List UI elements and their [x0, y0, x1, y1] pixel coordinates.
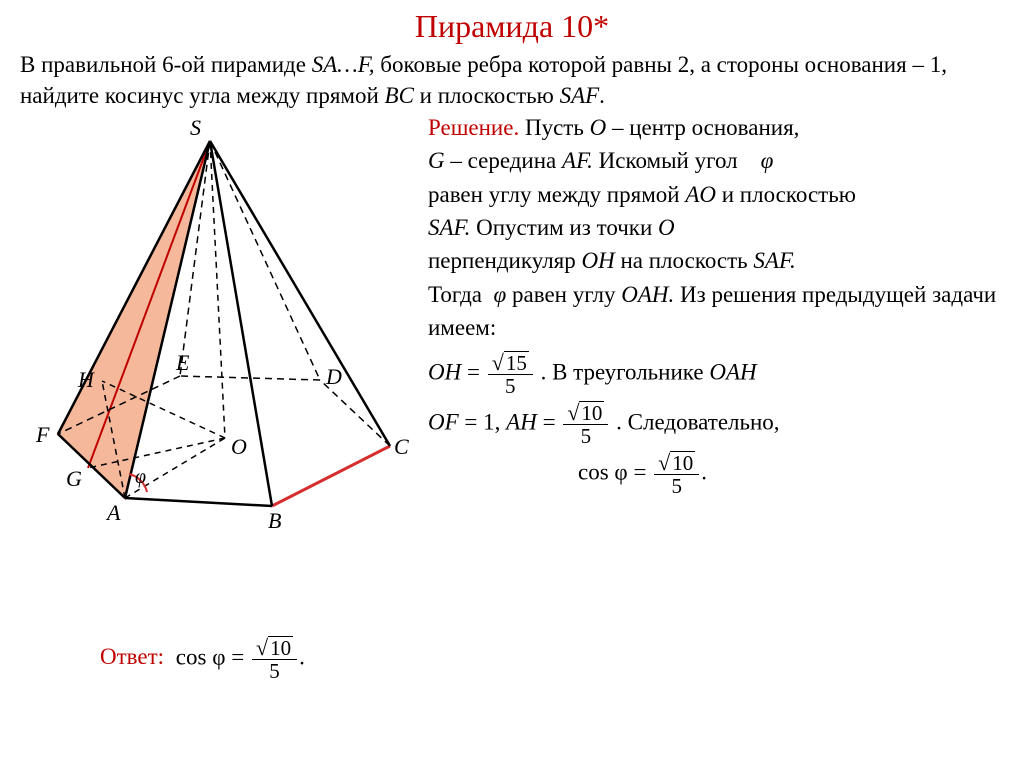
- sol-t5: – середина: [445, 148, 562, 173]
- sqrt10-rad-b: 10: [670, 451, 695, 474]
- den5-2: 5: [563, 425, 608, 447]
- sol-oah2: OAH: [709, 359, 756, 384]
- answer-label: Ответ:: [100, 644, 164, 669]
- label-a: A: [107, 500, 120, 526]
- problem-statement: В правильной 6-ой пирамиде SA…F, боковые…: [0, 45, 1024, 111]
- sol-o2: O: [658, 215, 675, 240]
- problem-var-bc: BC: [385, 83, 414, 108]
- problem-var-saf: SA…F,: [312, 52, 375, 77]
- solution-block: Решение. Пусть O – центр основания, G – …: [428, 111, 1008, 497]
- sol-af: AF.: [562, 148, 593, 173]
- label-s: S: [190, 115, 201, 141]
- sol-t7: Искомый угол: [593, 148, 744, 173]
- sol-period: .: [701, 459, 707, 484]
- eq-cos: cos φ: [578, 459, 628, 484]
- eq-of: OF: [428, 409, 459, 434]
- frac-sqrt10-5-a: 10 5: [563, 401, 608, 447]
- sol-oh: OH: [582, 248, 615, 273]
- answer-cos: cos φ =: [176, 644, 250, 669]
- label-g: G: [66, 466, 82, 492]
- den5-1: 5: [488, 375, 533, 397]
- label-b: B: [268, 508, 281, 534]
- problem-var-saf2: SAF: [560, 83, 600, 108]
- sol-ao: AO: [685, 182, 716, 207]
- label-phi: φ: [135, 466, 146, 489]
- sol-saf1: SAF.: [428, 215, 470, 240]
- sol-saf2: SAF.: [753, 248, 795, 273]
- sol-t1: Пусть: [519, 115, 589, 140]
- eq-ofval: = 1,: [459, 409, 506, 434]
- answer-frac: 10 5: [252, 636, 297, 682]
- problem-text-3: и плоскостью: [414, 83, 560, 108]
- label-h: H: [78, 367, 94, 393]
- sol-t12: Опустим из точки: [470, 215, 658, 240]
- frac-sqrt10-5-b: 10 5: [654, 451, 699, 497]
- label-o: O: [231, 434, 247, 460]
- sol-t16: на плоскость: [615, 248, 754, 273]
- eq-eq2: =: [537, 409, 561, 434]
- eq-eq3: =: [628, 459, 652, 484]
- label-c: C: [394, 434, 409, 460]
- label-e: E: [176, 350, 189, 376]
- sol-g: G: [428, 148, 445, 173]
- eq-oh: OH: [428, 359, 461, 384]
- sol-follow: . Следовательно,: [616, 409, 779, 434]
- label-f: F: [36, 422, 49, 448]
- answer-block: Ответ: cos φ = 10 5 .: [100, 636, 305, 682]
- den5-ans: 5: [252, 660, 297, 682]
- solution-label: Решение.: [428, 115, 519, 140]
- page-title: Пирамида 10*: [0, 0, 1024, 45]
- sol-tri: . В треугольнике: [541, 359, 710, 384]
- frac-sqrt15-5: 15 5: [488, 351, 533, 397]
- sol-t10: и плоскостью: [716, 182, 856, 207]
- sol-t18: Тогда: [428, 282, 488, 307]
- sol-t8: равен углу между прямой: [428, 182, 685, 207]
- sol-t19: равен углу: [506, 282, 621, 307]
- sol-t14: перпендикуляр: [428, 248, 582, 273]
- sqrt10-rad-a: 10: [579, 401, 604, 424]
- eq-eq1: =: [461, 359, 485, 384]
- sol-phi2: φ: [494, 282, 507, 307]
- sol-t3: – центр основания,: [606, 115, 799, 140]
- problem-text-4: .: [599, 83, 605, 108]
- sqrt15-rad: 15: [504, 351, 529, 374]
- pyramid-diagram: S A B C D E F G H O φ: [10, 116, 410, 556]
- sqrt10-rad-ans: 10: [268, 636, 293, 659]
- problem-text: В правильной 6-ой пирамиде: [20, 52, 312, 77]
- sol-oah: OAH.: [621, 282, 674, 307]
- den5-3: 5: [654, 475, 699, 497]
- label-d: D: [326, 364, 342, 390]
- sol-o: O: [590, 115, 607, 140]
- eq-ah: AH: [506, 409, 537, 434]
- answer-period: .: [299, 644, 305, 669]
- sol-phi1: φ: [761, 148, 774, 173]
